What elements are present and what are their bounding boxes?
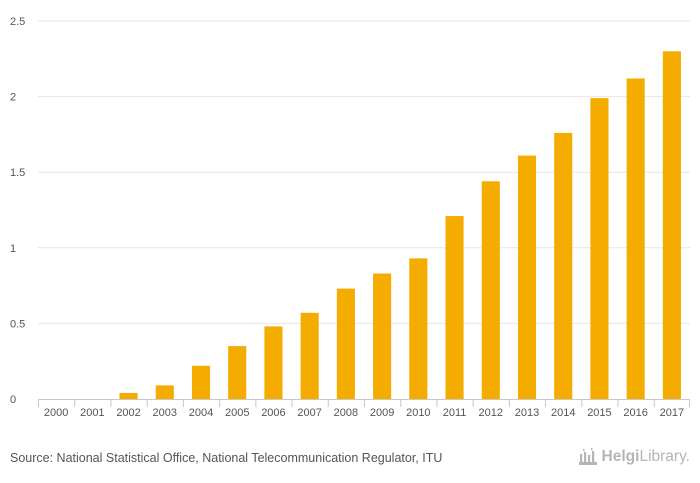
- x-tick-label: 2004: [189, 407, 213, 419]
- gridlines: [38, 20, 690, 324]
- bar-2007[interactable]: [300, 312, 319, 399]
- bar-2013[interactable]: [517, 155, 537, 399]
- x-tick-label: 2002: [116, 407, 140, 419]
- bar-2008[interactable]: [336, 288, 355, 399]
- x-tick-label: 2003: [153, 407, 177, 419]
- x-tick-label: 2015: [587, 407, 611, 419]
- bar-2011[interactable]: [445, 216, 464, 399]
- x-tick-label: 2013: [515, 407, 539, 419]
- brand-name: HelgiLibrary.: [602, 448, 690, 466]
- bar-2004[interactable]: [191, 365, 211, 399]
- source-note: Source: National Statistical Office, Nat…: [10, 451, 443, 465]
- bar-2015[interactable]: [590, 98, 609, 399]
- x-tick-label: 2001: [80, 407, 104, 419]
- y-tick-label: 1.5: [10, 167, 25, 179]
- x-tick-label: 2005: [225, 407, 249, 419]
- x-tick-label: 2007: [297, 407, 321, 419]
- bar-2006[interactable]: [264, 326, 283, 399]
- x-tick-label: 2000: [44, 407, 68, 419]
- y-tick-label: 2: [10, 92, 16, 104]
- helgi-library-brand[interactable]: HelgiLibrary.: [578, 448, 690, 466]
- bar-2017[interactable]: [662, 51, 681, 400]
- x-tick-label: 2009: [370, 407, 394, 419]
- y-tick-label: 2.5: [10, 16, 25, 28]
- x-tick-label: 2010: [406, 407, 430, 419]
- x-tick-label: 2006: [261, 407, 285, 419]
- bar-2003[interactable]: [155, 385, 174, 399]
- bar-2002[interactable]: [119, 392, 138, 399]
- x-tick-label: 2012: [479, 407, 503, 419]
- bar-chart: 0 0.5 1 1.5 2 2.5 2000 2001 2002 2003 2004 2005 2006…: [10, 16, 690, 419]
- bar-2005[interactable]: [228, 346, 247, 399]
- x-tick-label: 2017: [660, 407, 684, 419]
- bar-2012[interactable]: [481, 181, 500, 399]
- axes: 0 0.5 1 1.5 2 2.5 2000 2001 2002 2003 2004 2005 2006…: [10, 16, 690, 419]
- y-tick-label: 0: [10, 394, 16, 406]
- x-tick-label: 2016: [623, 407, 647, 419]
- bars: [119, 51, 681, 400]
- bar-2014[interactable]: [554, 132, 573, 399]
- x-tick-label: 2014: [551, 407, 575, 419]
- bar-2009[interactable]: [373, 273, 392, 399]
- bar-2010[interactable]: [409, 258, 428, 399]
- brand-name-light: Library.: [639, 448, 690, 465]
- bar-2016[interactable]: [626, 78, 645, 400]
- y-tick-label: 1: [10, 243, 16, 255]
- x-tick-label: 2011: [443, 407, 467, 419]
- chart-footer: Source: National Statistical Office, Nat…: [0, 440, 700, 483]
- x-tick-label: 2008: [334, 407, 358, 419]
- library-logo-icon: [578, 448, 597, 465]
- y-tick-label: 0.5: [10, 318, 25, 330]
- brand-name-bold: Helgi: [601, 448, 640, 465]
